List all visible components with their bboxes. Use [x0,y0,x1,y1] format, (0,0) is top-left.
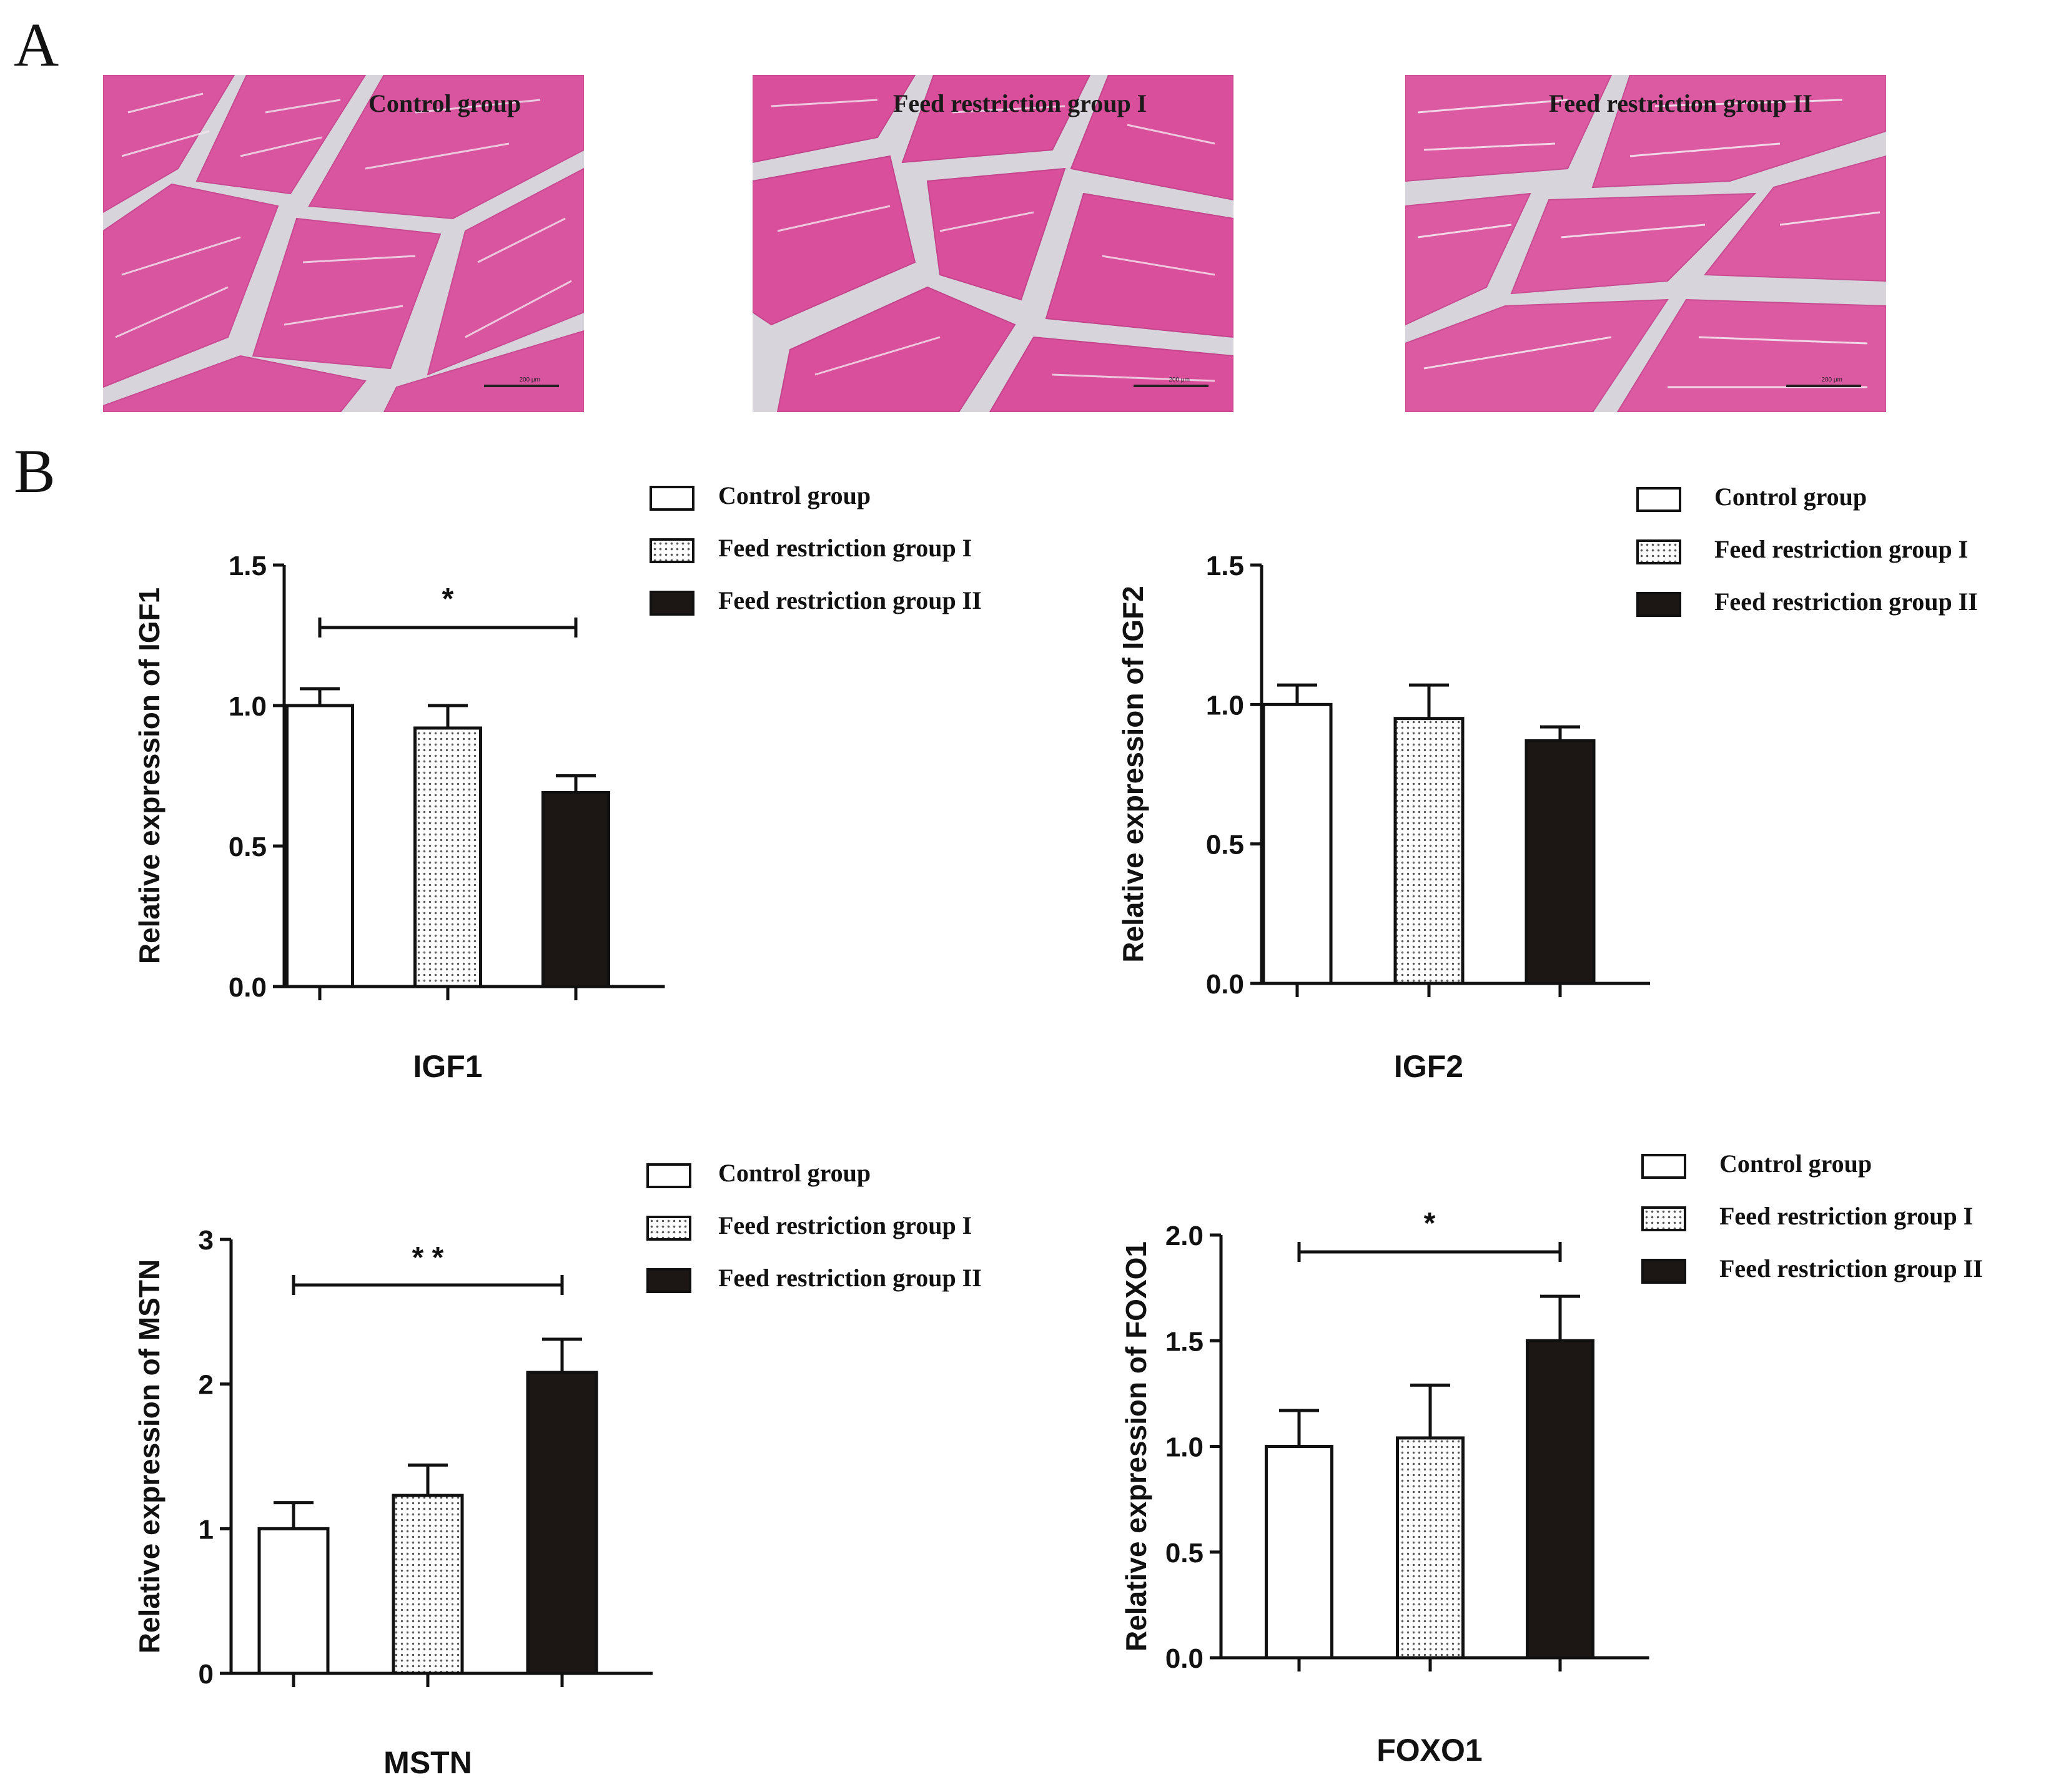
scale-bar-text: 200 μm [1821,377,1842,383]
legend-swatch-open [646,1163,691,1188]
legend-swatch-dotted [1636,539,1681,564]
scale-bar-text: 200 μm [1169,377,1190,383]
legend-label: Feed restriction group II [1719,1254,1983,1282]
y-axis-label: Relative expression of IGF2 [1117,586,1149,962]
scale-bar [1786,385,1861,387]
significance-label: * [1424,1207,1436,1240]
x-axis-label: IGF2 [1394,1049,1463,1084]
y-axis-label: Relative expression of MSTN [133,1259,166,1653]
scale-bar-text: 200 μm [519,377,540,383]
bar-3 [526,1371,598,1675]
bar-1 [1265,1445,1333,1660]
micrograph-group-2: Feed restriction group II 200 μm [1405,75,1886,412]
legend-swatch-open [650,486,694,511]
legend-label: Control group [1719,1150,1872,1178]
y-tick-label: 0.0 [1206,969,1244,1000]
muscle-tissue-image [103,75,584,412]
y-tick-label: 0.0 [229,972,267,1003]
y-axis-label: Relative expression of IGF1 [133,588,166,964]
legend-swatch-dotted [646,1216,691,1241]
bar-2 [413,726,482,988]
y-tick-label: 0.5 [229,832,267,862]
legend-swatch-open [1641,1154,1686,1179]
scale-bar [484,385,559,387]
y-tick-label: 0.0 [1165,1643,1203,1674]
bar-1 [285,704,354,988]
legend-label: Feed restriction group I [718,534,972,562]
scale-bar [1134,385,1208,387]
y-tick-label: 1.5 [1206,551,1244,581]
legend-label: Feed restriction group I [1714,535,1969,563]
bar-2 [1393,717,1465,985]
y-tick-label: 1.0 [1206,690,1244,721]
y-tick-label: 3 [199,1225,214,1256]
micrograph-group-1: Feed restriction group I 200 μm [753,75,1233,412]
legend-label: Feed restriction group I [718,1211,972,1239]
muscle-tissue-image [1405,75,1886,412]
bar-2 [392,1494,464,1675]
bar-1 [257,1527,330,1675]
y-axis-label: Relative expression of FOXO1 [1120,1241,1152,1652]
legend-swatch-dotted [1641,1206,1686,1231]
micrograph-control: Control group 200 μm [103,75,584,412]
bar-3 [541,791,610,988]
y-tick-label: 1.0 [1165,1432,1203,1463]
y-tick-label: 0 [199,1659,214,1690]
panel-b-letter: B [14,436,56,506]
legend-swatch-solid [1641,1259,1686,1284]
legend-label: Control group [1714,483,1867,511]
micrograph-label: Control group [368,89,521,117]
legend-label: Feed restriction group II [718,586,982,614]
y-tick-label: 2 [199,1370,214,1401]
legend-label: Feed restriction group II [1714,588,1978,616]
legend-label: Control group [718,481,871,510]
y-tick-label: 2.0 [1165,1221,1203,1251]
legend-swatch-solid [646,1268,691,1293]
panel-a-letter: A [14,10,59,79]
legend-label: Feed restriction group I [1719,1202,1974,1230]
y-tick-label: 1.5 [229,551,267,581]
x-axis-label: IGF1 [413,1049,482,1084]
legend-swatch-solid [1636,592,1681,617]
bar-1 [1262,702,1333,985]
legend-label: Control group [718,1159,871,1187]
y-tick-label: 1 [199,1514,214,1545]
micrograph-label: Feed restriction group I [893,89,1147,117]
x-axis-label: FOXO1 [1376,1733,1482,1768]
x-axis-label: MSTN [383,1745,472,1780]
micrograph-label: Feed restriction group II [1549,89,1812,117]
legend-label: Feed restriction group II [718,1264,982,1292]
y-tick-label: 0.5 [1206,830,1244,860]
significance-label: * [442,583,454,616]
bar-2 [1396,1436,1465,1660]
muscle-tissue-image [753,75,1233,412]
bar-3 [1526,1339,1594,1660]
legend-swatch-solid [650,591,694,616]
y-tick-label: 1.0 [229,691,267,722]
legend-swatch-dotted [650,538,694,563]
bar-3 [1525,739,1596,985]
legend-swatch-open [1636,487,1681,512]
y-tick-label: 1.5 [1165,1326,1203,1357]
y-tick-label: 0.5 [1165,1538,1203,1568]
significance-label: * * [412,1241,444,1274]
